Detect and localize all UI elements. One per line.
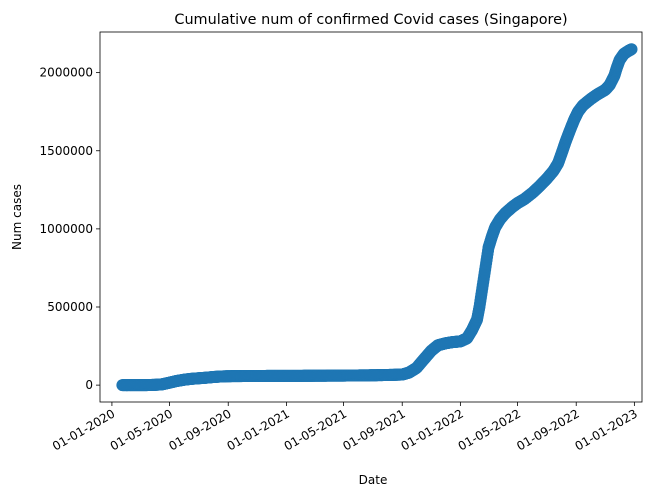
x-tick-label: 01-09-2021 — [340, 406, 407, 453]
y-axis: 0 500000 1000000 1500000 2000000 — [40, 66, 100, 392]
x-tick-label: 01-09-2020 — [166, 406, 233, 453]
x-tick-label: 01-05-2022 — [456, 406, 523, 453]
y-tick-label: 1500000 — [40, 144, 93, 158]
x-tick-label: 01-05-2021 — [282, 406, 349, 453]
x-axis: 01-01-202001-05-202001-09-202001-01-2021… — [50, 402, 640, 453]
x-tick-label: 01-01-2020 — [50, 406, 117, 453]
data-point — [625, 43, 638, 56]
y-tick-label: 2000000 — [40, 66, 93, 80]
chart-title: Cumulative num of confirmed Covid cases … — [174, 12, 567, 28]
plot-frame — [99, 31, 643, 403]
scatter-points — [116, 43, 638, 392]
x-tick-label: 01-09-2022 — [514, 406, 581, 453]
y-axis-label: Num cases — [10, 184, 24, 250]
x-axis-label: Date — [359, 473, 388, 487]
y-tick-label: 0 — [85, 378, 93, 392]
x-tick-label: 01-01-2023 — [572, 406, 639, 453]
x-tick-label: 01-01-2021 — [224, 406, 291, 453]
x-tick-label: 01-05-2020 — [108, 406, 175, 453]
y-tick-label: 1000000 — [40, 222, 93, 236]
x-tick-label: 01-01-2022 — [398, 406, 465, 453]
plot-area — [100, 32, 642, 402]
y-tick-label: 500000 — [47, 300, 93, 314]
